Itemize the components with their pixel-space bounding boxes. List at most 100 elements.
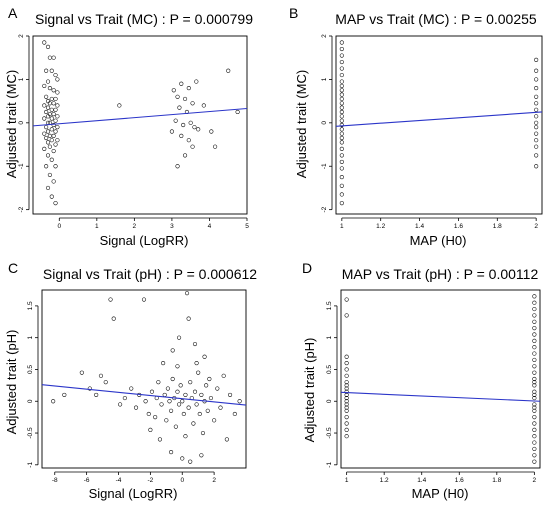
data-point xyxy=(111,316,116,321)
data-point xyxy=(55,125,60,130)
data-point xyxy=(339,66,344,71)
panel-title: MAP vs Trait (pH) : P = 0.00112 xyxy=(342,266,539,282)
panel-c: C Signal vs Trait (pH) : P = 0.000612 Si… xyxy=(4,260,257,501)
data-point xyxy=(175,94,180,99)
data-point xyxy=(532,383,537,388)
panel-letter: C xyxy=(8,260,18,276)
data-point xyxy=(182,153,188,158)
data-point xyxy=(339,153,344,158)
y-tick-label: -2 xyxy=(321,206,328,212)
data-point xyxy=(339,46,344,52)
data-point xyxy=(45,185,51,191)
y-tick-label: -1 xyxy=(321,163,328,169)
data-point xyxy=(532,440,537,445)
data-point xyxy=(117,103,122,108)
data-point xyxy=(190,101,195,106)
data-point xyxy=(98,373,104,378)
data-point xyxy=(204,383,209,388)
data-point xyxy=(148,427,153,432)
data-point xyxy=(49,68,54,73)
regression-line xyxy=(335,111,543,127)
data-point xyxy=(55,103,60,108)
data-point xyxy=(201,103,206,108)
data-point xyxy=(339,101,344,106)
points xyxy=(51,291,242,464)
data-point xyxy=(534,94,539,99)
panel-title: Signal vs Trait (MC) : P = 0.000799 xyxy=(35,11,253,27)
x-tick-label: 1.4 xyxy=(417,477,426,484)
data-point xyxy=(532,405,537,410)
data-point xyxy=(188,459,193,464)
data-point xyxy=(339,105,344,110)
x-tick-label: 1.8 xyxy=(492,477,501,484)
data-point xyxy=(183,392,188,397)
data-point xyxy=(237,399,242,404)
data-point xyxy=(53,96,58,102)
data-point xyxy=(207,376,212,382)
data-point xyxy=(339,183,344,188)
data-point xyxy=(184,291,190,296)
data-point xyxy=(344,402,349,407)
data-point xyxy=(339,175,344,180)
data-point xyxy=(51,101,56,106)
data-point xyxy=(339,135,344,141)
data-point xyxy=(186,138,191,143)
data-point xyxy=(53,118,58,123)
data-point xyxy=(44,94,49,99)
data-point xyxy=(339,79,344,84)
data-point xyxy=(344,408,349,413)
data-point xyxy=(188,120,193,125)
y-axis-label: Adjusted trait (pH) xyxy=(302,338,317,443)
data-point xyxy=(202,354,207,359)
data-point xyxy=(532,351,537,356)
data-point xyxy=(339,59,344,65)
x-axis-label: Signal (LogRR) xyxy=(100,233,189,248)
y-axis-label: Adjusted trait (MC) xyxy=(4,70,19,178)
data-point xyxy=(51,112,56,117)
panel-letter: D xyxy=(302,260,312,276)
data-point xyxy=(534,144,539,149)
data-point xyxy=(45,140,51,145)
data-point xyxy=(51,148,56,154)
data-point xyxy=(192,125,197,130)
data-point xyxy=(532,313,537,318)
y-tick-label: -0.5 xyxy=(27,427,34,439)
data-point xyxy=(118,402,123,407)
data-point xyxy=(47,133,52,138)
x-tick-label: 1.2 xyxy=(380,477,389,484)
data-point xyxy=(51,55,56,60)
data-point xyxy=(532,446,537,452)
data-point xyxy=(186,86,191,91)
data-point xyxy=(532,402,537,407)
plot-frame xyxy=(32,35,248,215)
data-point xyxy=(51,88,56,93)
plot-frame xyxy=(41,289,247,469)
data-point xyxy=(200,430,206,436)
data-point xyxy=(103,380,108,385)
data-point xyxy=(162,392,167,397)
data-point xyxy=(45,79,51,84)
data-point xyxy=(141,297,147,302)
x-tick-label: 1.8 xyxy=(493,223,502,230)
data-point xyxy=(44,125,49,130)
x-tick-label: 1.4 xyxy=(415,223,424,230)
x-axis: 1 1.2 1.4 1.6 1.8 2 xyxy=(340,217,538,230)
data-point xyxy=(532,389,537,394)
data-point xyxy=(344,395,349,401)
data-point xyxy=(532,332,537,337)
data-point xyxy=(47,144,52,149)
data-point xyxy=(149,389,155,394)
x-axis: -8 -6 -4 -2 0 2 xyxy=(52,471,216,484)
data-point xyxy=(133,405,139,410)
x-tick-label: 1 xyxy=(340,223,344,230)
data-point xyxy=(534,164,539,169)
points xyxy=(344,294,537,464)
x-axis: 1 1.2 1.4 1.6 1.8 2 xyxy=(345,471,537,484)
y-tick-label: -2 xyxy=(18,206,25,212)
data-point xyxy=(51,133,56,138)
y-axis: -1 -0.5 0 0.5 1 1.5 xyxy=(27,301,39,468)
data-point xyxy=(42,146,47,151)
data-point xyxy=(44,135,49,141)
data-point xyxy=(45,105,51,110)
data-point xyxy=(339,127,344,132)
